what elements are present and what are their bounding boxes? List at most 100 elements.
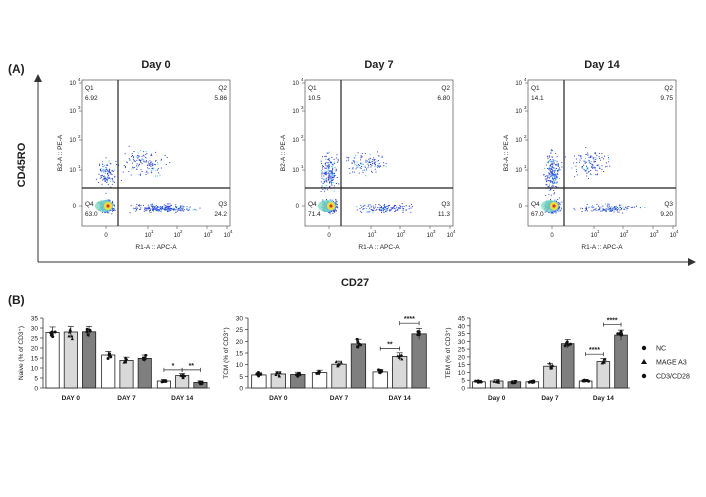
event-dot bbox=[360, 163, 362, 165]
event-dot bbox=[606, 165, 608, 167]
event-dot bbox=[609, 205, 610, 207]
event-dot bbox=[320, 190, 322, 192]
event-dot bbox=[554, 177, 556, 178]
event-dot bbox=[410, 207, 412, 209]
y-tick-label: 25 bbox=[31, 336, 39, 343]
event-dot bbox=[170, 205, 172, 207]
event-dot bbox=[126, 162, 128, 164]
event-dot bbox=[133, 156, 134, 158]
event-dot bbox=[594, 161, 596, 163]
event-dot bbox=[187, 209, 189, 211]
event-dot bbox=[143, 210, 145, 212]
event-dot bbox=[619, 206, 621, 208]
event-dot bbox=[136, 208, 138, 210]
event-dot bbox=[552, 211, 554, 213]
event-dot bbox=[373, 159, 375, 161]
event-dot bbox=[107, 169, 109, 171]
event-dot bbox=[378, 155, 380, 157]
event-dot bbox=[329, 175, 331, 177]
event-dot bbox=[111, 169, 113, 171]
event-dot bbox=[574, 176, 576, 178]
density-max bbox=[106, 204, 110, 208]
event-dot bbox=[135, 207, 137, 209]
legend-label: MAGE A3 bbox=[656, 360, 687, 367]
event-dot bbox=[107, 174, 109, 176]
event-dot bbox=[615, 207, 617, 209]
event-dot bbox=[595, 157, 597, 159]
event-dot bbox=[377, 160, 379, 162]
bar-cd3-cd28 bbox=[350, 343, 367, 389]
event-dot bbox=[549, 176, 551, 178]
y-tick-label: 40 bbox=[458, 323, 466, 330]
event-dot bbox=[332, 180, 334, 181]
event-dot bbox=[157, 210, 158, 212]
event-dot bbox=[324, 156, 326, 158]
event-dot bbox=[146, 207, 148, 209]
event-dot bbox=[611, 208, 613, 210]
event-dot bbox=[167, 210, 169, 212]
bar-cd3-cd28 bbox=[82, 331, 97, 389]
event-dot bbox=[130, 174, 132, 176]
data-point bbox=[336, 363, 340, 367]
event-dot bbox=[556, 168, 558, 169]
event-dot bbox=[549, 173, 551, 175]
category-label: Day 0 bbox=[488, 395, 506, 402]
event-dot bbox=[333, 210, 335, 212]
event-dot bbox=[328, 164, 330, 166]
event-dot bbox=[353, 157, 355, 159]
quadrant-value-q3: 9.20 bbox=[660, 211, 673, 218]
event-dot bbox=[188, 207, 190, 209]
y-tick-label: 20 bbox=[31, 346, 39, 353]
flow-plot-title: Day 14 bbox=[584, 59, 620, 71]
data-point bbox=[70, 337, 74, 341]
event-dot bbox=[152, 165, 154, 167]
event-dot bbox=[603, 171, 605, 172]
event-dot bbox=[392, 207, 394, 209]
event-dot bbox=[157, 163, 159, 165]
event-dot bbox=[331, 183, 333, 185]
event-dot bbox=[152, 205, 154, 207]
quadrant-value-q4: 67.0 bbox=[531, 211, 544, 218]
event-dot bbox=[331, 177, 333, 179]
x-tick-exponent: 4 bbox=[230, 229, 233, 234]
event-dot bbox=[349, 172, 351, 174]
event-dot bbox=[151, 172, 153, 174]
event-dot bbox=[138, 155, 139, 157]
event-dot bbox=[552, 156, 554, 158]
event-dot bbox=[149, 208, 151, 210]
event-dot bbox=[615, 207, 617, 208]
category-label: DAY 14 bbox=[389, 395, 411, 402]
event-dot bbox=[591, 210, 593, 212]
event-dot bbox=[625, 207, 627, 209]
event-dot bbox=[323, 172, 325, 174]
event-dot bbox=[364, 204, 366, 206]
event-dot bbox=[586, 207, 588, 209]
event-dot bbox=[151, 153, 152, 155]
event-dot bbox=[616, 209, 618, 211]
event-dot bbox=[353, 171, 355, 173]
data-point bbox=[497, 380, 501, 384]
event-dot bbox=[370, 205, 372, 207]
event-dot bbox=[358, 165, 360, 166]
event-dot bbox=[549, 155, 551, 157]
event-dot bbox=[556, 176, 558, 178]
event-dot bbox=[553, 190, 555, 191]
event-dot bbox=[553, 162, 555, 164]
event-dot bbox=[329, 161, 331, 163]
event-dot bbox=[152, 208, 154, 210]
event-dot bbox=[380, 210, 382, 212]
flow-plot-0: Day 0Q16.92Q25.86Q324.2Q463.000101101102… bbox=[57, 59, 233, 251]
event-dot bbox=[152, 208, 154, 210]
event-dot bbox=[324, 173, 326, 175]
event-dot bbox=[367, 211, 369, 213]
event-dot bbox=[161, 206, 163, 208]
event-dot bbox=[370, 163, 372, 165]
event-dot bbox=[385, 207, 386, 209]
event-dot bbox=[554, 179, 556, 181]
x-tick-label: 0 bbox=[327, 233, 331, 239]
event-dot bbox=[104, 212, 106, 214]
data-point bbox=[527, 380, 531, 384]
event-dot bbox=[103, 165, 105, 167]
event-dot bbox=[552, 180, 554, 182]
event-dot bbox=[144, 207, 146, 209]
